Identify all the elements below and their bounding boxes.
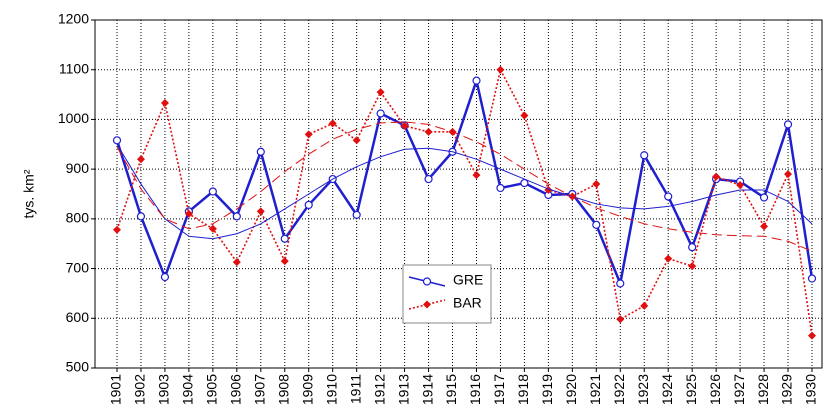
x-tick-label: 1924	[659, 374, 675, 405]
point	[496, 183, 505, 193]
x-tick-label: 1926	[707, 374, 723, 405]
y-tick-label: 700	[66, 259, 90, 275]
legend-box	[402, 264, 492, 324]
point	[376, 88, 385, 97]
x-tick-label: 1915	[443, 374, 459, 405]
point	[712, 172, 721, 181]
point	[496, 65, 505, 74]
legend-label: GRE	[453, 272, 483, 288]
point	[423, 300, 431, 309]
trend-line	[116, 121, 813, 252]
point	[160, 272, 170, 282]
point	[184, 209, 193, 218]
y-tick-label: 500	[66, 359, 90, 375]
point	[208, 187, 217, 196]
point	[256, 207, 265, 216]
point	[113, 225, 121, 234]
point	[160, 99, 169, 108]
point	[424, 127, 433, 136]
point	[520, 111, 529, 120]
point	[256, 147, 265, 156]
x-tick-label: 1912	[371, 374, 387, 405]
point	[640, 301, 649, 310]
plot-border	[94, 19, 823, 369]
point	[592, 220, 601, 229]
point	[472, 76, 481, 85]
y-tick-label: 1000	[58, 110, 89, 126]
point	[352, 210, 361, 219]
point	[424, 174, 433, 184]
point	[472, 171, 481, 180]
x-tick-label: 1906	[228, 374, 244, 405]
x-tick-label: 1914	[419, 374, 435, 405]
point	[280, 257, 289, 266]
x-tick-label: 1913	[395, 374, 411, 405]
point	[592, 180, 601, 189]
point	[760, 222, 769, 231]
y-tick-label: 800	[66, 210, 90, 226]
x-tick-label: 1910	[323, 374, 339, 405]
x-tick-label: 1909	[299, 374, 315, 405]
point	[640, 151, 649, 160]
y-tick-label: 1200	[58, 11, 89, 27]
x-tick-label: 1921	[587, 374, 603, 405]
x-tick-label: 1917	[491, 374, 507, 405]
legend-label: BAR	[453, 295, 482, 311]
x-tick-label: 1902	[132, 374, 148, 405]
point	[112, 136, 122, 145]
point	[759, 193, 769, 202]
x-tick-label: 1920	[563, 374, 579, 405]
x-tick-label: 1903	[156, 374, 172, 405]
x-tick-label: 1930	[803, 374, 819, 405]
point	[616, 315, 625, 324]
x-tick-label: 1925	[683, 374, 699, 405]
point	[783, 120, 793, 129]
point	[422, 277, 432, 286]
point	[304, 200, 313, 210]
point	[352, 136, 361, 145]
x-tick-label: 1928	[755, 374, 771, 405]
point	[232, 212, 241, 221]
x-tick-label: 1927	[731, 374, 747, 405]
x-tick-label: 1904	[180, 374, 196, 405]
point	[807, 274, 817, 283]
point	[736, 181, 745, 190]
x-tick-label: 1905	[204, 374, 220, 405]
point	[400, 121, 409, 130]
x-tick-label: 1929	[779, 374, 795, 405]
point	[808, 331, 816, 340]
y-tick-label: 600	[66, 309, 90, 325]
series-line	[115, 79, 814, 285]
point	[664, 192, 673, 201]
x-tick-label: 1919	[539, 374, 555, 405]
x-tick-label: 1901	[108, 374, 124, 405]
point	[328, 119, 337, 128]
x-tick-label: 1916	[467, 374, 483, 405]
x-tick-label: 1918	[515, 374, 531, 405]
point	[784, 170, 793, 179]
legend: GRE BAR	[402, 264, 492, 324]
x-tick-label: 1908	[275, 374, 291, 405]
point	[280, 234, 289, 243]
point	[304, 130, 313, 139]
point	[376, 109, 385, 118]
point	[688, 243, 697, 252]
y-tick-label: 1100	[59, 60, 89, 76]
point	[664, 254, 673, 263]
point	[208, 224, 217, 233]
y-tick-label: 900	[66, 160, 90, 176]
point	[136, 212, 146, 221]
point	[232, 258, 241, 267]
x-tick-label: 1923	[635, 374, 651, 405]
point	[688, 262, 697, 271]
point	[616, 279, 625, 288]
x-tick-label: 1922	[611, 374, 627, 405]
x-tick-label: 1911	[347, 374, 363, 404]
y-axis-label: tys. km²	[21, 169, 37, 218]
trend-line	[116, 144, 813, 240]
point	[136, 155, 145, 164]
x-tick-label: 1907	[251, 374, 267, 405]
